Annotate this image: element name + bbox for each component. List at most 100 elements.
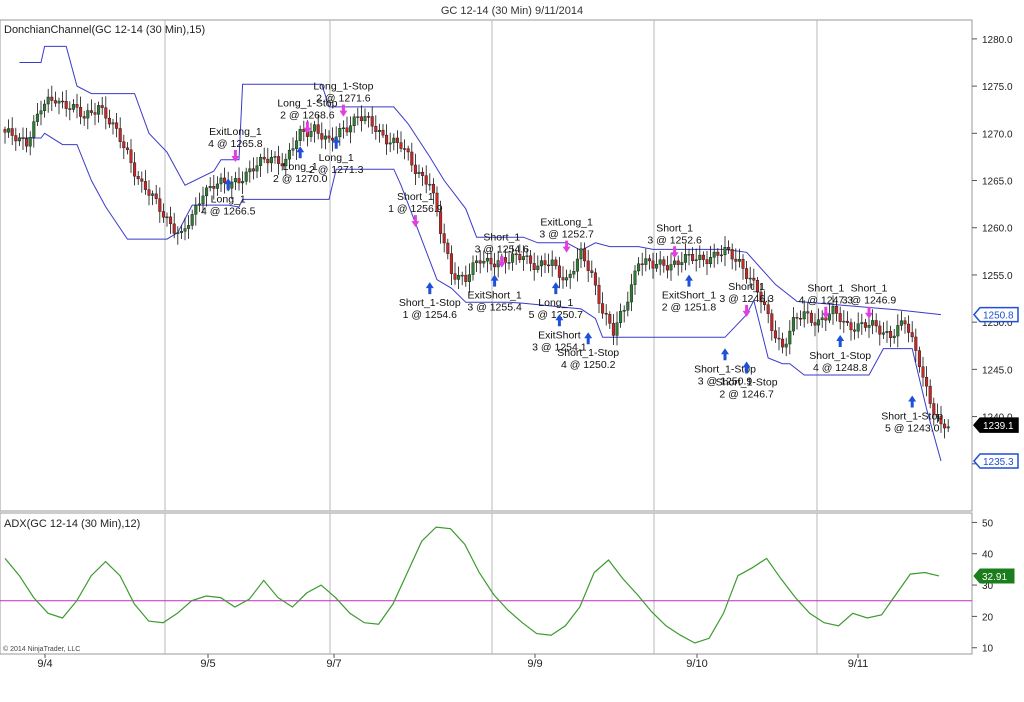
candle — [356, 107, 360, 126]
candle — [831, 295, 835, 325]
long-entry-marker: Long_12 @ 1270.0 — [273, 146, 328, 185]
candle — [338, 123, 342, 146]
trade-label: Long_1 — [283, 161, 318, 173]
short-entry-marker: Short_11 @ 1256.9 — [388, 191, 443, 228]
candle — [111, 118, 115, 135]
candle — [536, 255, 540, 273]
candle — [118, 117, 122, 149]
candle — [572, 261, 576, 279]
trade-label: Short_1-Stop — [399, 297, 461, 309]
candle — [658, 250, 662, 276]
candle — [320, 122, 324, 149]
candle — [763, 290, 767, 311]
candle — [799, 310, 803, 326]
candle — [601, 292, 605, 319]
candlesticks — [3, 85, 950, 439]
short-entry-marker: ExitLong_13 @ 1252.7 — [539, 217, 594, 253]
candle — [183, 217, 187, 241]
candle — [529, 250, 533, 272]
candle — [698, 245, 702, 269]
adx-value-label: 32.91 — [982, 572, 1007, 583]
price-tag-label: 1250.8 — [983, 311, 1014, 322]
candle — [25, 127, 29, 153]
candle — [269, 149, 273, 172]
trade-fill-label: 3 @ 1250.9 — [698, 375, 753, 387]
candle — [903, 317, 907, 334]
candle — [367, 112, 371, 128]
candle — [172, 212, 176, 239]
candle — [32, 115, 36, 148]
candle — [817, 308, 821, 333]
candle — [75, 93, 79, 119]
trade-fill-label: 3 @ 1252.7 — [539, 229, 594, 241]
candle — [302, 120, 306, 142]
candle — [331, 127, 335, 152]
time-tick-label: 9/7 — [326, 658, 341, 670]
candle — [327, 130, 331, 143]
candle — [709, 245, 713, 268]
candle — [935, 403, 939, 423]
candle — [154, 184, 158, 205]
candle — [586, 250, 590, 283]
trade-label: Short_1 — [728, 281, 765, 293]
candle — [287, 143, 291, 169]
candle — [3, 126, 7, 144]
candle — [107, 109, 111, 128]
candle — [579, 242, 583, 269]
price-tag-label: 1235.3 — [983, 457, 1014, 468]
candle — [68, 101, 72, 121]
candle — [467, 263, 471, 293]
candle — [511, 245, 515, 271]
donchian-channel — [19, 45, 942, 462]
candle — [604, 304, 608, 326]
candle — [770, 309, 774, 341]
candle — [845, 311, 849, 327]
candle — [17, 133, 21, 146]
candle — [482, 250, 486, 268]
candle — [838, 306, 842, 330]
time-tick-label: 9/4 — [37, 658, 52, 670]
candle — [525, 248, 529, 265]
price-tick-label: 1250.0 — [982, 318, 1013, 329]
candle — [151, 190, 155, 206]
candle — [21, 127, 25, 151]
trade-fill-label: 1 @ 1254.6 — [403, 309, 458, 321]
candle — [100, 96, 104, 115]
candle — [71, 99, 75, 113]
adx-tick-label: 40 — [982, 550, 994, 561]
trade-fill-label: 4 @ 1266.5 — [201, 205, 256, 217]
short-entry-marker: ExitLong_14 @ 1265.8 — [208, 126, 263, 162]
candle — [561, 266, 565, 289]
candle — [28, 131, 32, 156]
chart-title: GC 12-14 (30 Min) 9/11/2014 — [441, 5, 583, 17]
candle — [853, 321, 857, 340]
candle — [453, 262, 457, 285]
candle — [424, 165, 428, 194]
candle — [277, 145, 281, 175]
candle — [399, 131, 403, 153]
time-tick-label: 9/9 — [527, 658, 542, 670]
candle — [766, 296, 770, 324]
price-tick-label: 1260.0 — [982, 224, 1013, 235]
candle — [705, 250, 709, 275]
candle — [809, 310, 813, 327]
adx-tick-label: 50 — [982, 518, 994, 529]
candle — [637, 257, 641, 276]
candle — [878, 320, 882, 346]
candle — [910, 321, 914, 343]
candle — [421, 167, 425, 186]
candle — [946, 419, 950, 433]
candle — [197, 192, 201, 212]
candle — [309, 122, 313, 142]
candle — [208, 177, 212, 192]
candle — [593, 268, 597, 296]
candle — [644, 248, 648, 272]
adx-series — [0, 526, 972, 644]
candle — [889, 325, 893, 348]
candle — [248, 160, 252, 183]
